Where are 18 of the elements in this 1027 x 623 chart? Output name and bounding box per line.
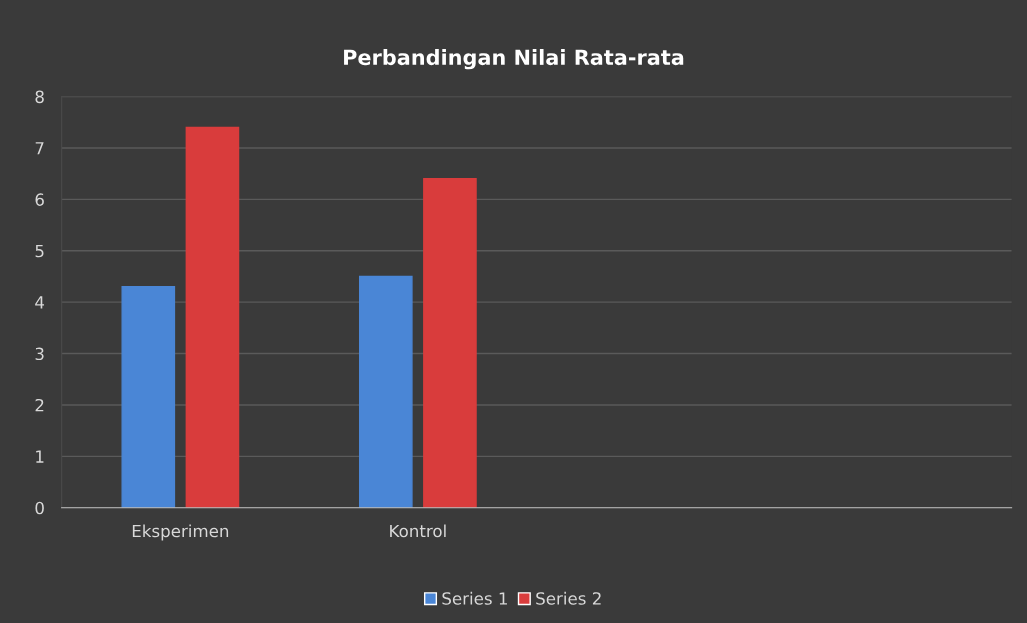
y-tick-label: 5 xyxy=(35,244,44,258)
y-tick-label: 0 xyxy=(35,501,44,515)
bar xyxy=(423,178,477,508)
legend-label: Series 2 xyxy=(536,591,601,605)
bar xyxy=(185,126,240,508)
chart-title: Perbandingan Nilai Rata-rata xyxy=(344,49,684,70)
y-tick-label: 2 xyxy=(35,398,44,412)
x-tick-label: Kontrol xyxy=(390,524,446,538)
legend-label: Series 1 xyxy=(442,591,507,605)
x-tick-label: Eksperimen xyxy=(132,524,229,541)
bar xyxy=(121,286,176,508)
y-tick-label: 1 xyxy=(36,450,44,463)
bar xyxy=(358,275,413,508)
y-tick-label: 6 xyxy=(35,193,44,206)
y-tick-label: 4 xyxy=(35,296,45,309)
y-tick-label: 3 xyxy=(35,347,44,361)
y-tick-label: 8 xyxy=(35,90,44,104)
y-tick-label: 7 xyxy=(35,142,44,155)
